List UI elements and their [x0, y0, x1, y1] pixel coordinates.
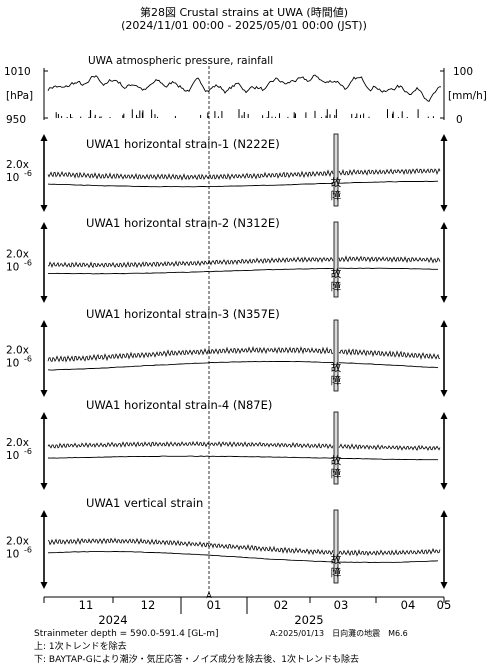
- chart-title: 第28図 Crustal strains at UWA (時間値): [140, 5, 348, 19]
- strain-trace-upper: [47, 440, 441, 451]
- outage-label: 故: [331, 361, 342, 374]
- scale-label-main: 2.0x: [6, 345, 29, 357]
- outage-label: 障: [331, 374, 342, 387]
- strain-panel-5-title: UWA1 vertical strain: [86, 496, 203, 510]
- scale-arrow-head-up: [40, 222, 48, 229]
- scale-label-exp: -6: [24, 355, 32, 364]
- outage-box: [333, 133, 339, 207]
- strain-panel-2: UWA1 horizontal strain-2 (N312E) 2.0x10-…: [6, 216, 448, 303]
- strain-panel-1: UWA1 horizontal strain-1 (N222E) 2.0x10-…: [6, 133, 448, 212]
- outage-label: 障: [331, 467, 342, 480]
- pressure-line: [47, 74, 441, 102]
- atmos-right-tick-100: 100: [453, 66, 473, 78]
- year-label-2025: 2025: [294, 613, 323, 627]
- scale-arrow-head-down: [440, 582, 448, 589]
- strain-panel-1-title: UWA1 horizontal strain-1 (N222E): [86, 137, 280, 151]
- scale-arrow-head-down: [440, 296, 448, 303]
- time-axis-month-label: 04: [401, 598, 416, 612]
- scale-arrow-head-up: [440, 412, 448, 419]
- strain-panel-2-title: UWA1 horizontal strain-2 (N312E): [86, 216, 280, 230]
- scale-arrow-head-down: [40, 582, 48, 589]
- scale-label-sub: 10: [6, 262, 19, 274]
- scale-arrow-head-up: [440, 510, 448, 517]
- atmos-left-tick-1010: 1010: [4, 66, 31, 78]
- outage-label: 故: [331, 553, 342, 566]
- note-lower: 下: BAYTAP-Gにより潮汐・気圧応答・ノイズ成分を除去後、1次トレンドも除…: [34, 653, 359, 665]
- scale-label-sub: 10: [6, 450, 19, 462]
- scale-arrow-head-up: [440, 320, 448, 327]
- year-label-2024: 2024: [98, 613, 127, 627]
- scale-label-main: 2.0x: [6, 437, 29, 449]
- atmos-left-unit: [hPa]: [6, 90, 33, 102]
- rainfall-bars: [55, 109, 434, 118]
- strain-trace-upper: [48, 255, 441, 269]
- scale-label-exp: -6: [24, 259, 32, 268]
- outage-label: 故: [331, 176, 342, 189]
- time-axis-month-label: 11: [79, 598, 94, 612]
- outage-label: 障: [331, 280, 342, 293]
- event-marker-label: A: [206, 591, 212, 600]
- scale-label-main: 2.0x: [6, 249, 29, 261]
- strain-trace-upper: [47, 537, 441, 557]
- time-axis-month-label: 03: [334, 598, 349, 612]
- scale-arrow-head-down: [40, 390, 48, 397]
- time-axis: 11 12 01 02 03 04 05: [43, 596, 452, 614]
- note-upper: 上: 1次トレンドを除去: [34, 640, 127, 652]
- time-axis-month-label: 05: [437, 598, 452, 612]
- outage-label: 障: [331, 566, 342, 579]
- scale-arrow-head-down: [40, 483, 48, 490]
- outage-box: [333, 509, 339, 584]
- scale-arrow-head-up: [40, 510, 48, 517]
- scale-arrow-head-up: [40, 134, 48, 141]
- scale-arrow-head-down: [440, 390, 448, 397]
- scale-arrow-head-down: [40, 296, 48, 303]
- scale-label-main: 2.0x: [6, 536, 29, 548]
- time-axis-month-label: 02: [274, 598, 289, 612]
- strain-trace-lower: [47, 455, 438, 461]
- scale-arrow-head-up: [440, 134, 448, 141]
- chart-subtitle: (2024/11/01 00:00 - 2025/05/01 00:00 (JS…: [121, 19, 367, 32]
- atmos-panel-title: UWA atmospheric pressure, rainfall: [88, 55, 273, 67]
- strain-trace-upper: [47, 167, 441, 181]
- strain-trace-lower: [47, 180, 439, 188]
- atmos-left-tick-950: 950: [6, 114, 26, 126]
- atmos-panel: UWA atmospheric pressure, rainfall 1010 …: [4, 55, 487, 126]
- scale-arrow-head-up: [40, 320, 48, 327]
- strain-panel-3: UWA1 horizontal strain-3 (N357E) 2.0x10-…: [6, 307, 448, 397]
- scale-label-sub: 10: [6, 358, 19, 370]
- scale-arrow-head-up: [40, 412, 48, 419]
- strain-panel-4-title: UWA1 horizontal strain-4 (N87E): [86, 398, 272, 412]
- strain-trace-upper: [47, 346, 441, 363]
- strain-trace-lower: [47, 550, 439, 564]
- scale-label-sub: 10: [6, 549, 19, 561]
- outage-box: [333, 319, 339, 392]
- outage-label: 故: [331, 454, 342, 467]
- scale-arrow-head-down: [40, 205, 48, 212]
- outage-label: 障: [331, 189, 342, 202]
- note-event: A:2025/01/13 日向灘の地震 M6.6: [270, 628, 408, 638]
- scale-arrow-head-down: [440, 205, 448, 212]
- scale-label-sub: 10: [6, 172, 19, 184]
- scale-label-main: 2.0x: [6, 159, 29, 171]
- scale-arrow-head-up: [440, 222, 448, 229]
- strain-trace-lower: [47, 360, 439, 371]
- note-depth: Strainmeter depth = 590.0-591.4 [GL-m]: [34, 629, 219, 639]
- scale-label-exp: -6: [24, 169, 32, 178]
- time-axis-month-label: 01: [207, 598, 222, 612]
- atmos-right-unit: [mm/h]: [448, 90, 487, 102]
- strain-trace-lower: [47, 267, 438, 275]
- strain-panel-3-title: UWA1 horizontal strain-3 (N357E): [86, 307, 280, 321]
- scale-label-exp: -6: [24, 546, 32, 555]
- outage-box: [333, 221, 339, 298]
- outage-box: [333, 411, 339, 485]
- outage-label: 故: [331, 267, 342, 280]
- atmos-right-tick-0: 0: [456, 114, 463, 126]
- scale-arrow-head-down: [440, 483, 448, 490]
- scale-label-exp: -6: [24, 447, 32, 456]
- time-axis-month-label: 12: [141, 598, 156, 612]
